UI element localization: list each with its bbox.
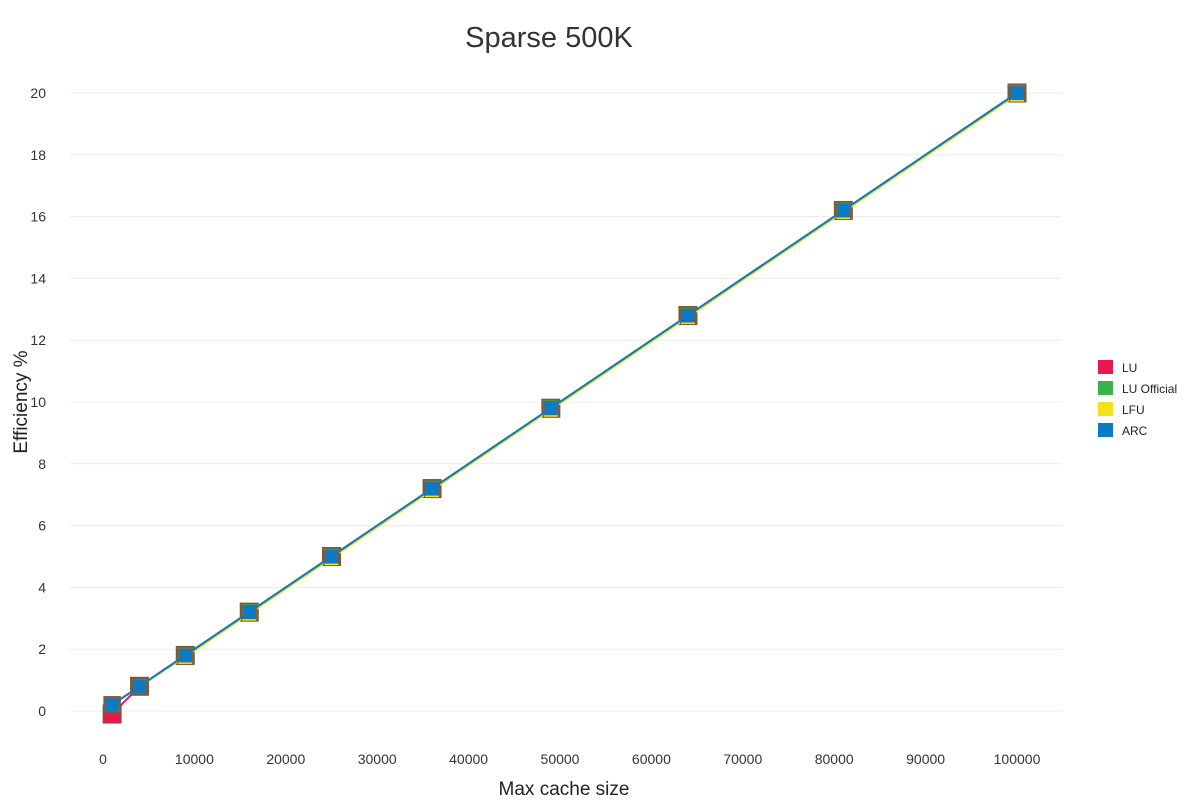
legend-item[interactable]: LU Official	[1098, 381, 1177, 396]
legend-label: LFU	[1122, 403, 1145, 417]
y-tick-label: 20	[30, 85, 46, 101]
data-point	[680, 308, 696, 323]
x-tick-label: 10000	[175, 751, 214, 767]
legend-label: ARC	[1122, 424, 1148, 438]
y-axis-label: Efficiency %	[11, 350, 32, 453]
legend-swatch	[1098, 381, 1113, 395]
series-arc	[105, 85, 1025, 712]
y-tick-label: 14	[30, 270, 46, 286]
data-point	[132, 679, 147, 694]
x-tick-label: 90000	[906, 751, 945, 767]
y-tick-label: 8	[38, 456, 46, 472]
y-tick-label: 12	[30, 332, 46, 348]
data-point	[324, 549, 339, 564]
y-tick-label: 16	[30, 209, 46, 225]
y-tick-label: 0	[38, 703, 46, 719]
y-tick-label: 10	[30, 394, 46, 410]
x-tick-label: 70000	[723, 751, 762, 767]
y-tick-label: 4	[38, 579, 46, 595]
legend-item[interactable]: LU	[1098, 360, 1137, 375]
x-axis-label: Max cache size	[499, 779, 630, 800]
x-tick-label: 20000	[266, 751, 305, 767]
x-tick-label: 50000	[541, 751, 580, 767]
y-axis-ticks: 0 2 4 6 8 10 12 14 16 18 20	[30, 85, 46, 719]
data-series	[102, 83, 1027, 724]
data-point	[178, 648, 193, 663]
series-line	[111, 92, 1018, 706]
x-tick-label: 80000	[815, 751, 854, 767]
legend-label: LU Official	[1122, 382, 1177, 396]
x-tick-label: 40000	[449, 751, 488, 767]
x-tick-label: 60000	[632, 751, 671, 767]
y-tick-label: 2	[38, 641, 46, 657]
legend-swatch	[1098, 360, 1113, 374]
legend-swatch	[1098, 423, 1113, 437]
chart-title: Sparse 500K	[465, 22, 633, 54]
legend: LU LU Official LFU ARC	[1098, 360, 1177, 438]
data-point	[242, 605, 257, 620]
x-tick-label: 30000	[358, 751, 397, 767]
legend-swatch	[1098, 402, 1113, 416]
legend-label: LU	[1122, 361, 1137, 375]
data-point	[543, 401, 558, 416]
y-tick-label: 6	[38, 518, 46, 534]
data-point	[424, 481, 440, 496]
y-tick-label: 18	[30, 147, 46, 163]
data-point	[1009, 85, 1025, 101]
x-tick-label: 100000	[994, 751, 1041, 767]
legend-item[interactable]: LFU	[1098, 402, 1145, 417]
data-point	[836, 203, 851, 218]
grid-lines	[70, 92, 1062, 712]
x-axis-ticks: 0 10000 20000 30000 40000 50000 60000 70000 8000…	[99, 751, 1040, 767]
legend-item[interactable]: ARC	[1098, 423, 1148, 438]
x-tick-label: 0	[99, 751, 107, 767]
data-point	[105, 697, 120, 712]
